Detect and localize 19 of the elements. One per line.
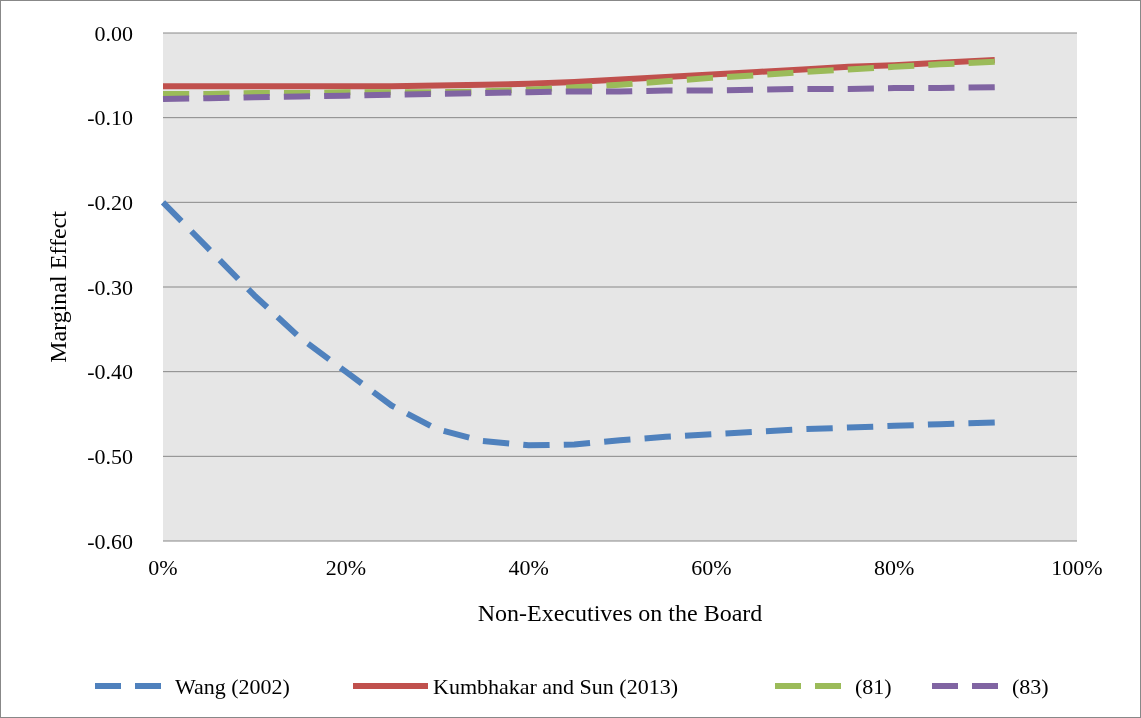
y-axis-title: Marginal Effect bbox=[45, 210, 71, 363]
legend-label: Kumbhakar and Sun (2013) bbox=[433, 673, 679, 699]
x-tick-label: 80% bbox=[874, 555, 915, 580]
legend-label: (81) bbox=[855, 673, 892, 699]
y-tick-label: -0.60 bbox=[87, 528, 133, 554]
x-tick-label: 40% bbox=[508, 555, 549, 580]
x-tick-label: 100% bbox=[1051, 555, 1103, 580]
x-tick-label: 0% bbox=[148, 555, 178, 580]
x-tick-label: 20% bbox=[325, 555, 366, 580]
legend-label: Wang (2002) bbox=[175, 673, 290, 699]
y-tick-label: -0.20 bbox=[87, 190, 133, 216]
x-axis-title: Non-Executives on the Board bbox=[477, 600, 763, 626]
y-tick-label: 0.00 bbox=[94, 20, 133, 46]
legend-label: (83) bbox=[1012, 673, 1049, 699]
y-tick-label: -0.30 bbox=[87, 274, 133, 300]
x-tick-label: 60% bbox=[691, 555, 732, 580]
y-tick-label: -0.50 bbox=[87, 444, 133, 470]
y-tick-label: -0.10 bbox=[87, 105, 133, 131]
y-tick-label: -0.40 bbox=[87, 359, 133, 385]
